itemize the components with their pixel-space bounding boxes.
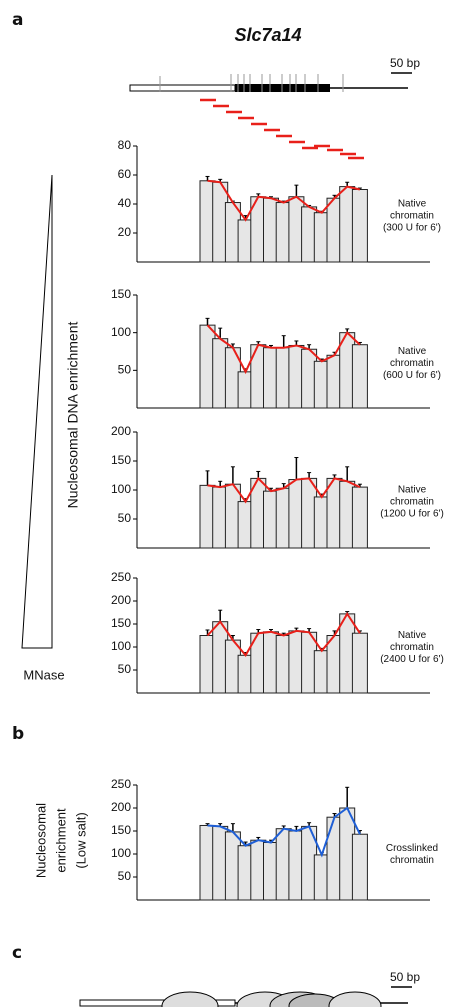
side-label: (2400 U for 6'): [380, 654, 444, 665]
y-tick-label: 200: [111, 800, 131, 814]
y-tick-label: 50: [118, 869, 132, 883]
y-axis-label: (Low salt): [73, 812, 88, 868]
side-label: Native: [398, 199, 427, 210]
mnase-triangle: [21, 174, 53, 649]
side-label: (1200 U for 6'): [380, 509, 444, 520]
y-axis-label: Nucleosomal DNA enrichment: [65, 322, 81, 509]
amplicons: [200, 98, 364, 160]
side-label: chromatin: [390, 497, 434, 508]
y-tick-label: 100: [111, 325, 131, 339]
mnase-label: MNase: [23, 667, 64, 682]
trend-line: [207, 476, 361, 504]
y-tick-label: 200: [111, 593, 131, 607]
y-tick-label: 150: [111, 616, 131, 630]
y-tick-label: 100: [111, 846, 131, 860]
gene-diagram: [129, 74, 408, 92]
side-label: (300 U for 6'): [383, 223, 441, 234]
side-label: (600 U for 6'): [383, 370, 441, 381]
bar: [351, 189, 368, 263]
y-tick-label: 250: [111, 777, 131, 791]
nucleosome-diagram: [79, 991, 408, 1007]
scale-bar-label: 50 bp: [390, 56, 420, 70]
side-label: chromatin: [390, 855, 434, 866]
side-label: Native: [398, 485, 427, 496]
trend-line: [206, 324, 361, 375]
side-label: chromatin: [390, 642, 434, 653]
trend-line: [207, 179, 361, 222]
y-tick-label: 50: [118, 511, 132, 525]
scale-bar-label: 50 bp: [390, 970, 420, 984]
side-label: chromatin: [390, 358, 434, 369]
bar: [351, 486, 368, 549]
panel-label: a: [12, 10, 23, 30]
bar: [351, 833, 368, 901]
bar: [351, 632, 368, 694]
panel-label: c: [12, 943, 22, 963]
gene-title: Slc7a14: [234, 25, 301, 45]
y-tick-label: 40: [118, 196, 132, 210]
y-tick-label: 60: [118, 167, 132, 181]
panel-label: b: [12, 724, 24, 744]
y-tick-label: 80: [118, 138, 132, 152]
bar: [351, 344, 368, 409]
side-label: Native: [398, 630, 427, 641]
trend-line: [207, 806, 361, 858]
y-tick-label: 250: [111, 570, 131, 584]
y-tick-label: 50: [118, 363, 132, 377]
y-tick-label: 150: [111, 453, 131, 467]
y-tick-label: 20: [118, 225, 132, 239]
side-label: Native: [398, 346, 427, 357]
y-axis-label: enrichment: [53, 808, 68, 873]
y-axis-label: Nucleosomal: [33, 803, 48, 878]
y-tick-label: 150: [111, 823, 131, 837]
y-tick-label: 100: [111, 639, 131, 653]
side-label: chromatin: [390, 211, 434, 222]
y-tick-label: 200: [111, 424, 131, 438]
trend-line: [206, 611, 361, 658]
y-tick-label: 50: [118, 662, 132, 676]
side-label: Crosslinked: [386, 843, 438, 854]
y-tick-label: 150: [111, 287, 131, 301]
y-tick-label: 100: [111, 482, 131, 496]
